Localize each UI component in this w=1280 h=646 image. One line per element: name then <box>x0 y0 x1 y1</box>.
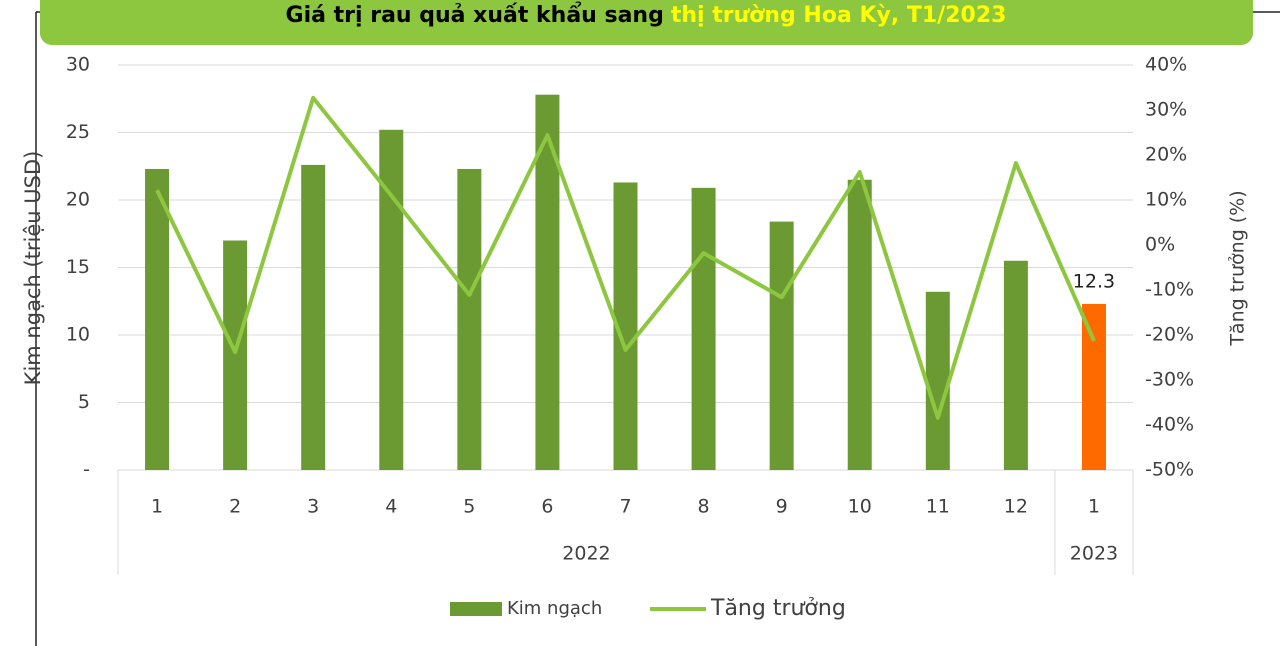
line <box>155 95 1096 420</box>
x-tick-label: 12 <box>1004 496 1028 518</box>
y2-tick-label: 20% <box>1145 144 1187 166</box>
x-tick-label: 3 <box>307 496 319 518</box>
data-label: 12.3 <box>1073 270 1115 292</box>
chart-title: Giá trị rau quả xuất khẩu sang thị trường… <box>286 2 1007 28</box>
x-tick-label: 2 <box>229 496 241 518</box>
y2-tick-label: 30% <box>1145 99 1187 121</box>
group-label: 2022 <box>562 543 610 565</box>
group-label: 2023 <box>1070 543 1118 565</box>
title-part: Giá trị rau quả xuất khẩu sang <box>286 2 664 28</box>
y2-axis-label: Tăng trưởng (%) <box>1227 190 1249 346</box>
y2-tick-label: -20% <box>1145 324 1194 346</box>
x-tick-label: 6 <box>541 496 553 518</box>
x-tick-label: 5 <box>463 496 475 518</box>
bar <box>691 187 716 470</box>
bar <box>1081 303 1106 470</box>
bar <box>457 168 482 470</box>
bar <box>769 221 794 470</box>
title-banner <box>40 0 1253 45</box>
y2-tick-label: -10% <box>1145 279 1194 301</box>
bar <box>223 240 248 470</box>
x-tick-label: 4 <box>385 496 397 518</box>
y2-tick-label: 40% <box>1145 54 1187 76</box>
y-tick-label: - <box>83 459 90 481</box>
x-tick-label: 1 <box>1088 496 1100 518</box>
x-tick-label: 7 <box>619 496 631 518</box>
x-tick-label: 8 <box>698 496 710 518</box>
y2-tick-label: -50% <box>1145 459 1194 481</box>
x-tick-label: 10 <box>848 496 872 518</box>
y-axis-label: Kim ngạch (triệu USD) <box>21 151 45 386</box>
legend-label: Kim ngạch <box>507 598 602 619</box>
x-tick-label: 11 <box>926 496 950 518</box>
y2-tick-label: 0% <box>1145 234 1175 256</box>
bar <box>925 291 950 470</box>
bar <box>379 129 404 471</box>
y2-tick-label: -30% <box>1145 369 1194 391</box>
x-tick-label: 9 <box>776 496 788 518</box>
y-tick-label: 5 <box>78 391 90 413</box>
y2-tick-label: -40% <box>1145 414 1194 436</box>
bar <box>1003 260 1028 470</box>
title-highlight: thị trường Hoa Kỳ, T1/2023 <box>671 3 1007 28</box>
y-tick-label: 15 <box>66 256 90 278</box>
y-tick-label: 25 <box>66 121 90 143</box>
bar <box>301 164 326 470</box>
legend-swatch <box>450 602 502 616</box>
x-tick-label: 1 <box>151 496 163 518</box>
legend-label: Tăng trưởng <box>710 596 846 621</box>
y2-tick-label: 10% <box>1145 189 1187 211</box>
y-tick-label: 30 <box>66 54 90 76</box>
y-tick-label: 10 <box>66 324 90 346</box>
bar <box>847 179 872 470</box>
bar <box>145 168 170 470</box>
y-tick-label: 20 <box>66 189 90 211</box>
